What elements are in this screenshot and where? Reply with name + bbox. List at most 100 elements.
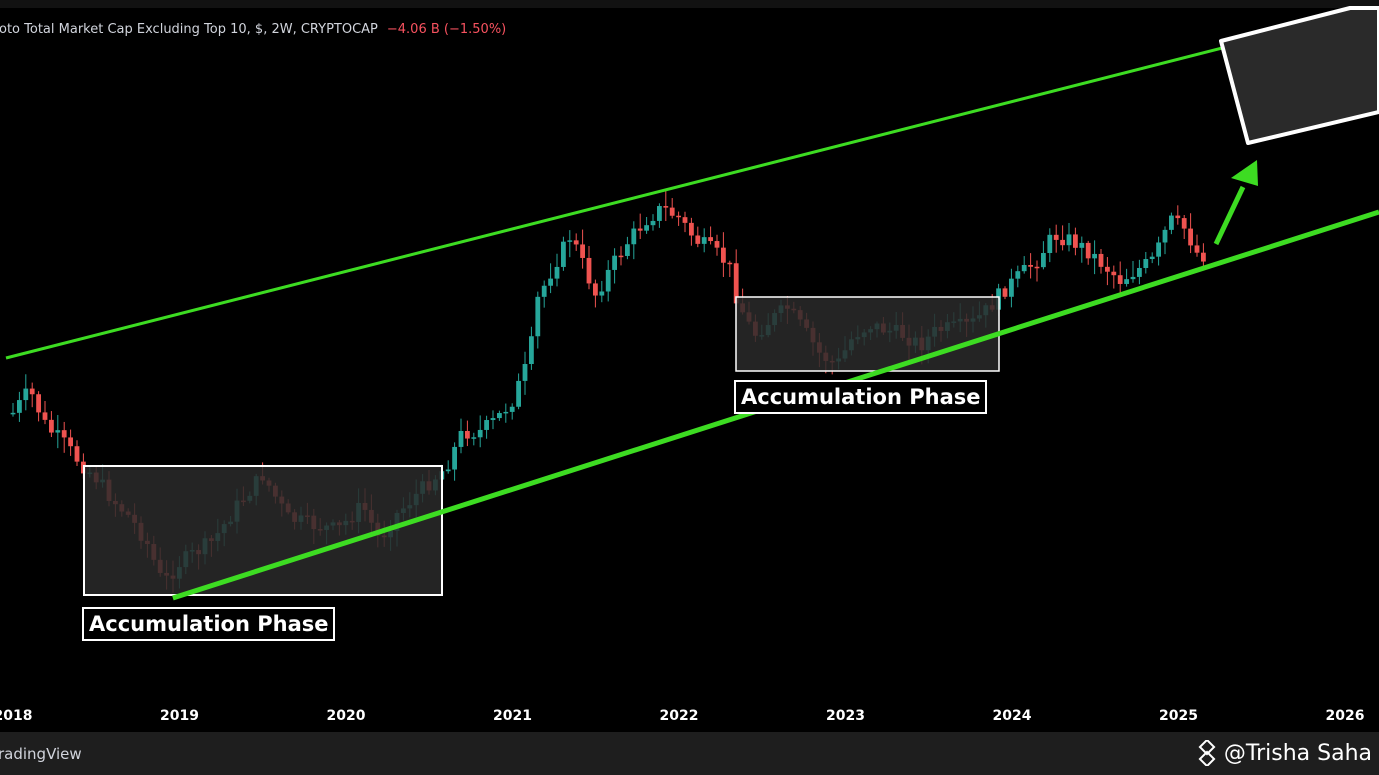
candle — [529, 326, 534, 370]
candle — [708, 226, 713, 245]
x-tick-label: 2019 — [160, 708, 199, 724]
candle — [1181, 214, 1187, 240]
candle — [1149, 252, 1155, 264]
author-watermark: @Trisha Saha — [1194, 738, 1372, 768]
target-box — [1219, 6, 1379, 145]
candle — [522, 351, 528, 395]
candle — [1034, 260, 1040, 282]
candle — [1021, 256, 1027, 274]
top-strip — [0, 0, 1379, 8]
candle — [612, 248, 617, 284]
candle — [49, 411, 54, 438]
arrow-shaft — [1213, 185, 1246, 246]
candle — [676, 211, 681, 226]
candle — [1053, 224, 1059, 253]
candle — [554, 253, 560, 287]
x-tick-label: 2025 — [1159, 708, 1198, 724]
candle — [1060, 225, 1065, 251]
x-tick-label: 2021 — [493, 708, 532, 724]
candle — [1117, 261, 1123, 297]
author-handle: @Trisha Saha — [1223, 740, 1372, 766]
candle — [1066, 222, 1072, 252]
candle — [36, 391, 41, 422]
candle — [1175, 205, 1181, 225]
candle — [650, 214, 656, 231]
candle — [1124, 268, 1129, 287]
candle — [721, 232, 726, 277]
candle — [497, 410, 502, 421]
candle — [516, 373, 521, 410]
accumulation-phase-label: Accumulation Phase — [734, 380, 988, 414]
candle — [567, 230, 573, 258]
candle — [1156, 236, 1161, 266]
candle — [586, 246, 592, 290]
accumulation-boxes — [83, 296, 1000, 596]
candle — [1194, 234, 1200, 257]
candle — [509, 403, 515, 420]
candle — [1201, 243, 1206, 268]
binance-square-icon — [1198, 740, 1216, 766]
candle — [625, 236, 630, 260]
target-zone — [1213, 6, 1379, 246]
candle — [29, 382, 35, 408]
candle — [1143, 251, 1149, 274]
candle — [1028, 253, 1033, 279]
x-tick-label: 2023 — [826, 708, 865, 724]
candle — [1098, 249, 1104, 274]
candle — [445, 460, 451, 474]
candle — [1105, 257, 1110, 286]
candle — [593, 279, 598, 308]
candle — [55, 415, 61, 449]
candle — [644, 216, 649, 234]
candle — [1073, 227, 1078, 256]
candle — [1079, 236, 1085, 263]
candle — [618, 246, 624, 266]
candle — [631, 221, 637, 260]
candle — [74, 440, 80, 467]
candle — [490, 410, 496, 430]
x-tick-label: 2020 — [327, 708, 366, 724]
price-change: −4.06 B (−1.50%) — [386, 21, 507, 37]
candle — [23, 374, 29, 411]
symbol-header: oto Total Market Cap Excluding Top 10, $… — [0, 19, 506, 39]
symbol-title: oto Total Market Cap Excluding Top 10, $… — [0, 21, 378, 37]
candle — [465, 420, 470, 447]
x-tick-label: 2024 — [993, 708, 1032, 724]
candle — [561, 236, 566, 271]
accumulation-phase-label: Accumulation Phase — [82, 607, 336, 641]
x-tick-label: 2026 — [1326, 708, 1365, 724]
candle — [663, 190, 669, 222]
candle — [689, 217, 694, 246]
x-axis: 2018 2019 2020 2021 2022 2023 2024 2025 2026 — [0, 708, 1364, 724]
candle — [669, 198, 675, 219]
candle — [1130, 261, 1136, 283]
x-tick-label: 2022 — [660, 708, 699, 724]
candle — [10, 402, 16, 417]
candle — [458, 418, 464, 454]
candle — [1002, 286, 1008, 300]
candle — [1169, 212, 1174, 235]
footer-bar: radingView @Trisha Saha — [0, 732, 1379, 775]
candle — [17, 391, 22, 422]
candle — [599, 280, 605, 303]
candle — [1047, 228, 1053, 263]
channel-upper-line — [5, 6, 1379, 360]
x-tick-label: 2018 — [0, 708, 32, 724]
candle — [682, 211, 688, 233]
candle — [477, 415, 483, 448]
candle — [580, 229, 585, 269]
candle — [605, 260, 611, 302]
arrow-head-icon — [1231, 160, 1258, 186]
candle — [484, 415, 489, 439]
candle — [1111, 265, 1117, 289]
candle — [1015, 265, 1021, 288]
candle — [42, 401, 48, 425]
brand-name: radingView — [0, 745, 82, 763]
candle — [573, 233, 579, 251]
candle — [1162, 226, 1168, 255]
accumulation-box-2 — [735, 296, 1000, 372]
candle — [541, 280, 547, 308]
candle — [452, 442, 457, 481]
candle — [1188, 213, 1193, 254]
